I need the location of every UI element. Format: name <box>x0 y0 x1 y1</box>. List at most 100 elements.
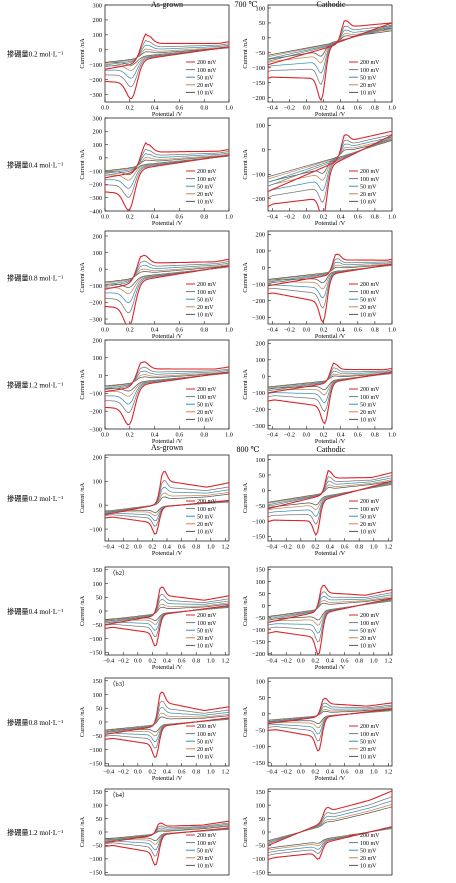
y-tick-label: 50 <box>259 816 265 823</box>
x-tick-label: 0.8 <box>355 658 363 665</box>
x-tick-label: 1.0 <box>388 432 396 439</box>
panel-frame <box>104 4 230 103</box>
y-tick-label: 100 <box>93 32 102 39</box>
y-axis-label: Current /nA <box>79 149 86 180</box>
y-tick-label: −150 <box>252 760 265 767</box>
x-tick-label: −0.2 <box>118 658 129 665</box>
x-tick-label: 0.4 <box>151 105 159 112</box>
y-tick-label: 100 <box>93 581 102 588</box>
row-label: 掺硼量0.2 mol·L⁻¹ <box>7 50 63 59</box>
legend-label: 10 mV <box>197 530 214 536</box>
legend-label: 200 mV <box>360 724 380 730</box>
x-tick-label: 0.4 <box>326 658 334 665</box>
panel-frame <box>267 230 393 325</box>
header-temp-700: 700 ℃ <box>235 0 258 9</box>
y-tick-label: 0 <box>262 603 265 610</box>
x-tick-label: 0.0 <box>134 544 142 551</box>
legend-label: 20 mV <box>197 636 214 642</box>
row-label: 掺硼量0.4 mol·L⁻¹ <box>7 161 63 170</box>
x-tick-label: 1.2 <box>221 769 229 776</box>
cv-loop-50-mV <box>105 262 229 304</box>
x-axis-label: Potential /V <box>152 220 183 227</box>
y-tick-label: 100 <box>256 248 265 255</box>
y-tick-label: 100 <box>256 123 265 130</box>
cv-loop-100-mV <box>105 260 229 314</box>
x-tick-label: 1.0 <box>370 544 378 551</box>
x-tick-label: 0.8 <box>192 544 200 551</box>
x-axis-label: Potential /V <box>315 333 346 340</box>
legend-label: 20 mV <box>197 522 214 528</box>
legend-label: 10 mV <box>360 418 377 424</box>
y-tick-label: −300 <box>252 423 265 430</box>
y-tick-label: −50 <box>92 733 102 740</box>
cv-loop-100-mV <box>268 258 392 309</box>
legend-label: 20 mV <box>360 636 377 642</box>
x-tick-label: 0.4 <box>337 214 345 221</box>
cv-loop-200-mV <box>105 361 229 426</box>
x-tick-label: −0.4 <box>266 769 277 776</box>
cv-panel-d3: 100 50 0 −50 −100 −150−0.4 −0.2 0.0 0.2 0.4 0.6 0.8… <box>242 677 393 782</box>
x-axis-label: Potential /V <box>152 664 183 671</box>
x-tick-label: 1.0 <box>370 658 378 665</box>
cv-loop-200-mV <box>268 790 392 860</box>
legend-label: 10 mV <box>360 644 377 650</box>
y-tick-label: −100 <box>89 62 102 69</box>
row-label: 掺硼量0.4 mol·L⁻¹ <box>7 607 63 616</box>
y-tick-label: −50 <box>255 843 265 850</box>
x-tick-label: −0.4 <box>266 658 277 665</box>
cv-loop-200-mV <box>268 253 392 324</box>
legend-label: 100 mV <box>360 621 380 627</box>
y-tick-label: 200 <box>256 341 265 348</box>
x-tick-label: −0.4 <box>267 214 278 221</box>
x-tick-label: 1.2 <box>384 769 392 776</box>
x-axis-label: Potential /V <box>315 111 346 118</box>
legend-label: 200 mV <box>197 282 217 288</box>
x-tick-label: 0.0 <box>303 105 311 112</box>
y-tick-label: 100 <box>93 355 102 362</box>
x-tick-label: −0.4 <box>267 105 278 112</box>
x-axis-label: Potential /V <box>152 111 183 118</box>
legend-label: 200 mV <box>360 282 380 288</box>
y-tick-label: 0 <box>99 502 102 509</box>
x-tick-label: 0.8 <box>355 544 363 551</box>
y-tick-label: −100 <box>89 168 102 175</box>
y-tick-label: −200 <box>252 407 265 414</box>
cv-loop-100-mV <box>105 700 229 749</box>
x-tick-label: −0.2 <box>281 658 292 665</box>
x-tick-label: −0.4 <box>103 658 114 665</box>
cv-panel-c3: 200 100 0 −100 −200 −300−0.4 −0.2 0.0 0.2 0.4 0.6 0… <box>242 230 396 340</box>
x-axis-label: Potential /V <box>315 220 346 227</box>
x-tick-label: 0.0 <box>303 327 311 334</box>
x-tick-label: −0.2 <box>284 327 295 334</box>
cv-curves <box>268 790 392 860</box>
legend-label: 100 mV <box>197 732 217 738</box>
x-tick-label: 0.8 <box>192 658 200 665</box>
y-tick-label: −100 <box>252 744 265 751</box>
x-tick-label: 0.0 <box>134 658 142 665</box>
cv-loop-20-mV <box>268 26 392 64</box>
y-tick-label: −150 <box>252 80 265 87</box>
cv-loop-100-mV <box>105 366 229 414</box>
y-tick-label: 200 <box>93 233 102 240</box>
x-tick-label: 0.4 <box>337 432 345 439</box>
panel-label: （b4） <box>109 791 129 799</box>
cv-loop-100-mV <box>105 39 229 87</box>
y-axis-label: Current /nA <box>242 262 249 293</box>
cv-loop-20-mV <box>105 264 229 294</box>
panel-frame <box>267 788 393 876</box>
x-tick-label: 1.0 <box>225 105 233 112</box>
legend-label: 100 mV <box>360 732 380 738</box>
y-tick-label: 100 <box>256 357 265 364</box>
x-tick-label: 0.6 <box>341 769 349 776</box>
legend-label: 10 mV <box>197 91 214 97</box>
x-tick-label: 1.0 <box>207 769 215 776</box>
x-axis-label: Potential /V <box>315 438 346 445</box>
x-tick-label: 0.6 <box>176 327 184 334</box>
y-tick-label: 50 <box>96 816 102 823</box>
y-tick-label: 200 <box>256 232 265 239</box>
y-tick-label: 0 <box>99 47 102 54</box>
panel-frame <box>267 4 393 103</box>
cv-loop-200-mV <box>268 20 392 102</box>
cv-loop-50-mV <box>105 44 229 79</box>
legend-label: 200 mV <box>360 60 380 66</box>
